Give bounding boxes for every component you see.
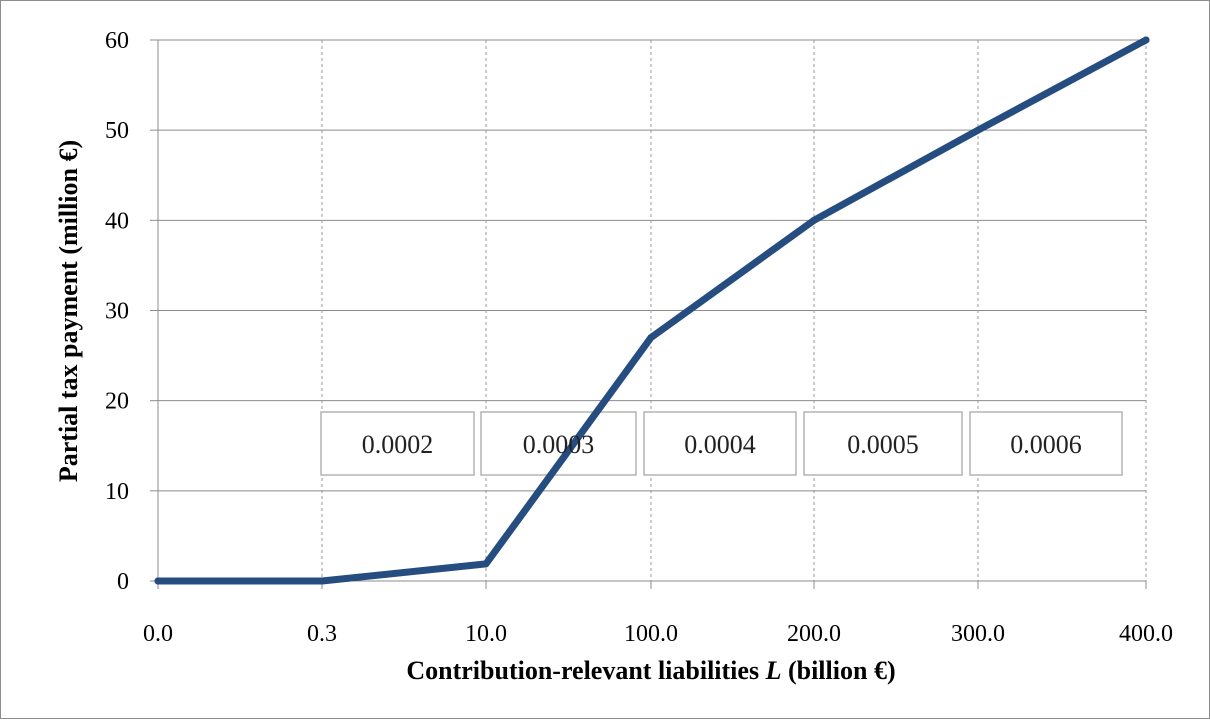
data-point <box>154 577 162 585</box>
y-tick-label: 50 <box>105 118 129 144</box>
y-axis-title: Partial tax payment (million €) <box>54 140 83 482</box>
data-point <box>482 560 490 568</box>
x-axis-title: Contribution-relevant liabilities L (bil… <box>406 656 895 685</box>
rate-box-label: 0.0005 <box>847 430 919 459</box>
rate-box-label: 0.0002 <box>362 430 434 459</box>
x-tick-label: 100.0 <box>624 621 678 647</box>
data-point <box>810 216 818 224</box>
data-point <box>974 126 982 134</box>
y-tick-label: 10 <box>105 479 129 505</box>
rate-box <box>643 411 797 476</box>
rate-box-label: 0.0006 <box>1010 430 1082 459</box>
rate-box <box>320 411 475 476</box>
x-tick-label: 200.0 <box>787 621 841 647</box>
x-tick-label: 0.0 <box>143 621 173 647</box>
data-point <box>1142 36 1150 44</box>
data-point <box>318 577 326 585</box>
x-tick-label: 10.0 <box>465 621 507 647</box>
rate-box-label: 0.0004 <box>684 430 756 459</box>
rate-box-label: 0.0003 <box>523 430 595 459</box>
y-tick-label: 40 <box>105 208 129 234</box>
x-tick-label: 400.0 <box>1119 621 1173 647</box>
y-tick-label: 20 <box>105 389 129 415</box>
x-tick-label: 0.3 <box>307 621 337 647</box>
x-tick-label: 300.0 <box>951 621 1005 647</box>
rate-box <box>969 411 1123 476</box>
rate-box <box>803 411 963 476</box>
y-tick-label: 0 <box>117 569 129 595</box>
y-tick-label: 60 <box>105 28 129 54</box>
y-tick-label: 30 <box>105 299 129 325</box>
data-point <box>647 334 655 342</box>
